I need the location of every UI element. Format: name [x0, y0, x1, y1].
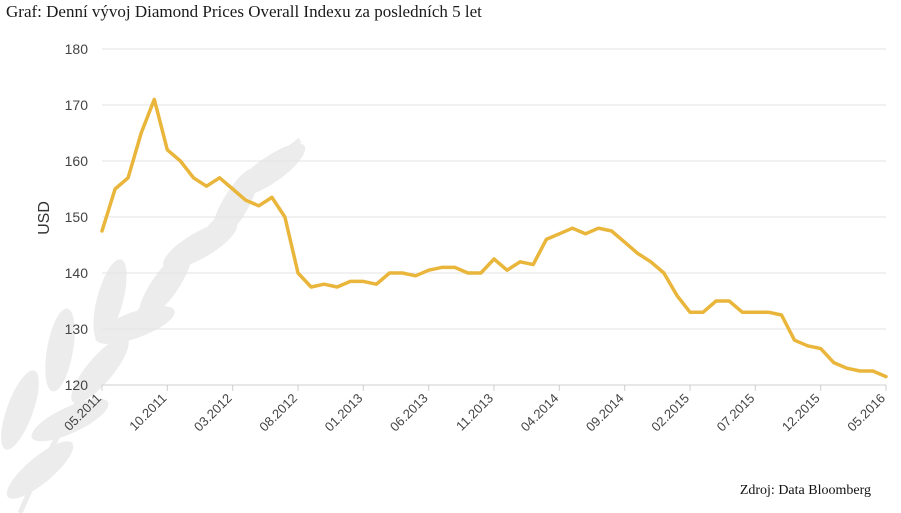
x-tick-label: 05.2016	[844, 391, 888, 435]
y-tick-label: 160	[65, 153, 89, 169]
y-tick-label: 120	[65, 377, 89, 393]
y-tick-label: 150	[65, 209, 89, 225]
y-tick-label: 130	[65, 321, 89, 337]
x-tick-label: 02.2015	[648, 391, 692, 435]
source-note: Zdroj: Data Bloomberg	[739, 483, 871, 498]
y-tick-label: 180	[65, 41, 89, 57]
watermark-leaf	[31, 398, 109, 442]
olive-branch-watermark	[1, 138, 306, 513]
watermark-leaf	[45, 308, 75, 392]
y-tick-label: 140	[65, 265, 89, 281]
x-tick-label: 12.2015	[779, 391, 823, 435]
y-axis-label: USD	[36, 201, 53, 235]
x-tick-label: 11.2013	[453, 391, 496, 434]
x-tick-label: 07.2015	[714, 391, 758, 435]
chart-title: Graf: Denní vývoj Diamond Prices Overall…	[6, 2, 482, 21]
x-tick-label: 04.2014	[518, 391, 562, 435]
x-tick-label: 03.2012	[191, 391, 235, 435]
x-tick-label: 08.2012	[256, 391, 300, 435]
x-tick-label: 06.2013	[387, 391, 431, 435]
watermark-leaf	[6, 441, 74, 499]
x-tick-label: 10.2011	[126, 391, 169, 434]
watermark-leaf	[95, 306, 175, 344]
y-axis-ticks: 120 130 140 150 160 170 180	[65, 41, 89, 393]
x-tick-label: 09.2014	[583, 391, 627, 435]
watermark-leaf	[93, 259, 127, 341]
y-tick-label: 170	[65, 97, 89, 113]
x-axis-ticks: 05.2011 10.2011 03.2012 08.2012 01.2013 06.20…	[61, 385, 888, 434]
watermark-leaf	[234, 143, 306, 197]
series-line	[100, 97, 888, 379]
grid-lines	[102, 48, 886, 386]
watermark-leaf	[1, 370, 39, 450]
x-tick-label: 01.2013	[322, 391, 366, 435]
series-group	[100, 97, 888, 379]
watermark-leaf	[71, 336, 129, 404]
